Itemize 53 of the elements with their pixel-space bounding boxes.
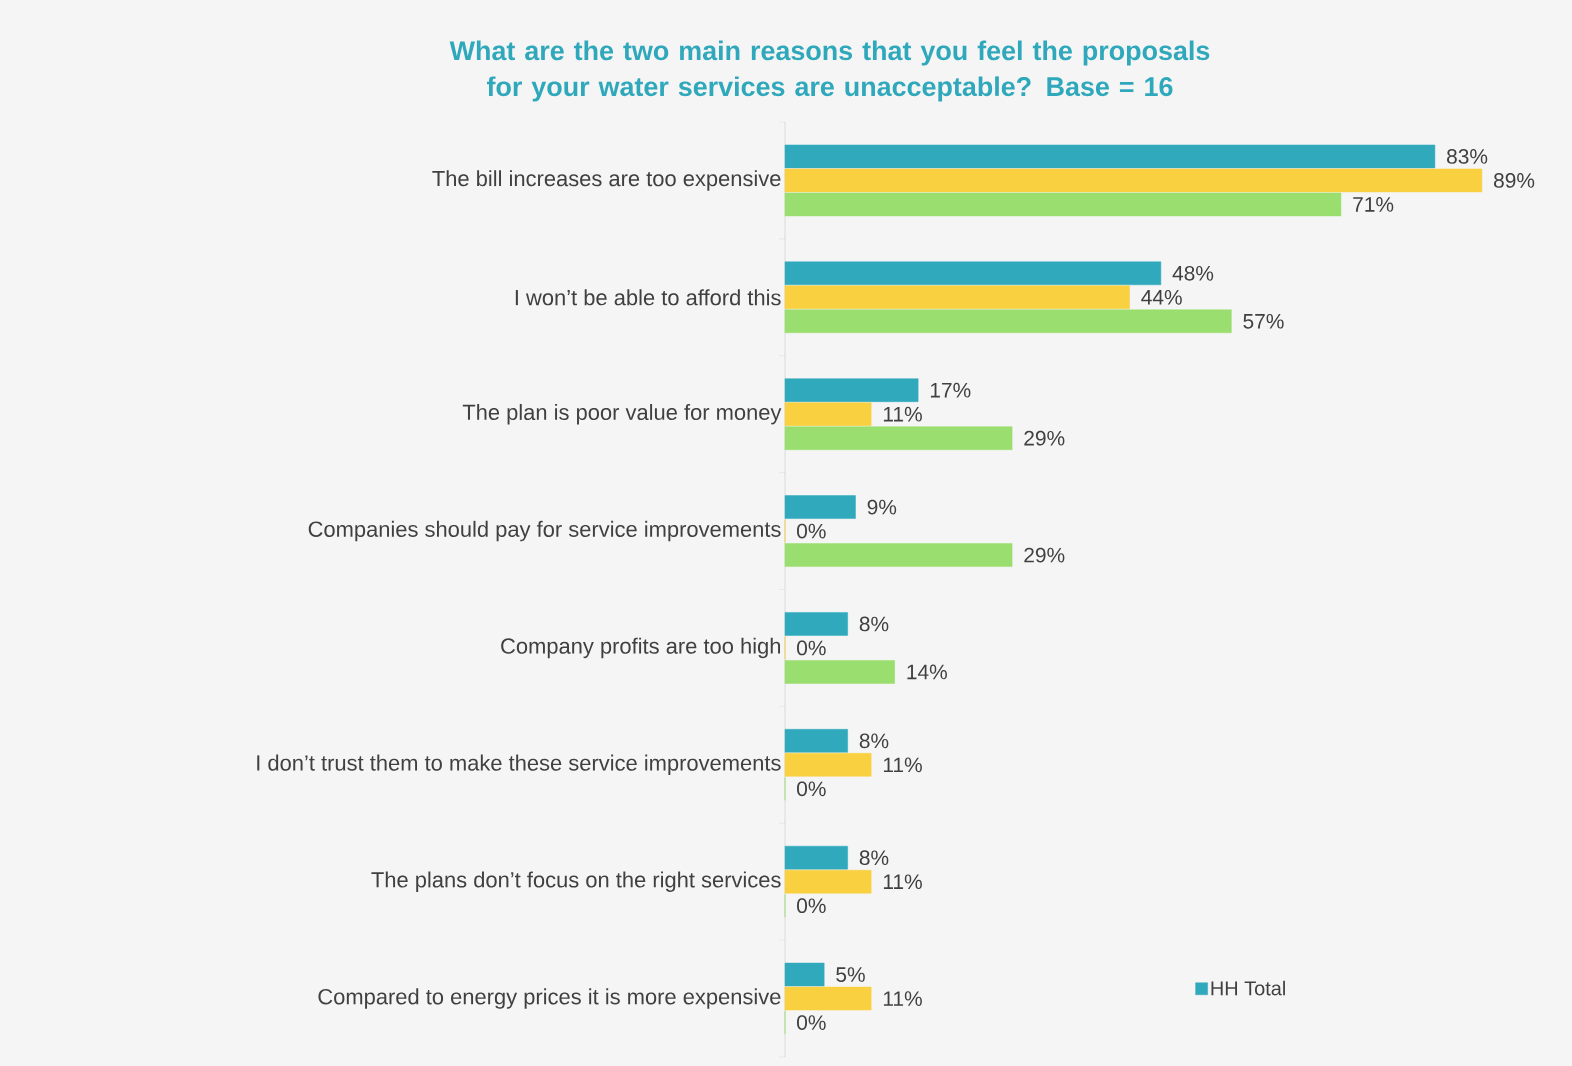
bar <box>784 869 872 894</box>
data-label: 83% <box>1447 149 1488 164</box>
bar <box>784 962 825 987</box>
y-tick-label: Company profits are too high <box>501 637 781 659</box>
bar <box>784 285 1130 310</box>
data-label: 48% <box>1172 265 1214 281</box>
bar <box>784 729 848 753</box>
data-label: 89% <box>1494 173 1535 188</box>
data-label: 8% <box>859 850 889 866</box>
data-label: 8% <box>859 616 889 632</box>
y-tick-label: Compared to energy prices it is more expensive <box>318 988 781 1009</box>
bar <box>784 426 1013 450</box>
bar <box>784 612 848 636</box>
data-label: 9% <box>867 499 897 515</box>
y-tick-label: The bill increases are too expensive <box>432 170 781 191</box>
bar <box>784 543 1013 567</box>
data-label: 11% <box>883 874 922 890</box>
data-label: 0% <box>797 523 826 539</box>
bar <box>784 402 872 426</box>
data-label: 11% <box>883 757 922 773</box>
data-label: 11% <box>883 406 922 422</box>
y-tick-label: I won’t be able to afford this <box>515 289 781 306</box>
data-label: 11% <box>883 991 922 1006</box>
bar <box>784 660 895 684</box>
bar <box>784 986 872 1011</box>
data-label: 5% <box>836 967 865 982</box>
data-label: 8% <box>859 733 889 749</box>
data-label: 0% <box>797 898 826 914</box>
data-label: 29% <box>1024 430 1065 446</box>
data-label: 29% <box>1024 547 1065 563</box>
data-label: 14% <box>907 664 947 680</box>
data-label: 0% <box>797 1015 826 1030</box>
bar <box>784 309 1232 334</box>
data-label: 17% <box>930 382 971 398</box>
legend-label: HH Total <box>1211 980 1285 996</box>
bar <box>784 168 1483 193</box>
data-label: 44% <box>1141 289 1182 305</box>
bar <box>784 753 872 777</box>
bar <box>784 192 1342 217</box>
bar <box>784 845 848 870</box>
y-tick-label: The plan is poor value for money <box>462 403 782 425</box>
y-tick-label: The plans don’t focus on the right services <box>371 871 781 892</box>
data-label: 0% <box>797 781 826 797</box>
bar <box>784 378 919 402</box>
data-label: 0% <box>797 640 826 656</box>
bar <box>784 144 1436 169</box>
y-tick-label: Companies should pay for service improvements <box>308 520 781 542</box>
chart-title: What are the two main reasons that you feel the proposals for your water services are unacceptable? Base = 16 <box>449 40 1210 102</box>
y-tick-label: I don’t trust them to make these service improvements <box>257 754 781 776</box>
data-label: 57% <box>1243 313 1284 329</box>
bar <box>784 261 1162 286</box>
bar <box>784 495 856 519</box>
data-label: 71% <box>1353 197 1394 212</box>
